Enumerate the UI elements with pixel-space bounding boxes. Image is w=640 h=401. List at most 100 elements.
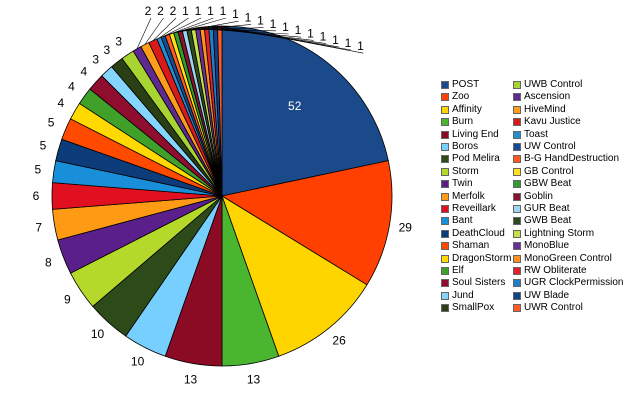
legend-label: Kavu Justice	[524, 116, 581, 128]
pie-slice-uwr-control	[217, 25, 223, 197]
legend-label: UWB Control	[524, 79, 583, 90]
pie-slice-post	[221, 25, 389, 197]
legend-swatch	[513, 81, 521, 89]
slice-value-label: 1	[220, 4, 227, 18]
slice-value-label: 29	[399, 221, 413, 235]
legend-swatch	[513, 93, 521, 102]
slice-value-label: 13	[184, 372, 198, 386]
legend-label: SmallPox	[452, 302, 495, 314]
slice-value-label: 1	[207, 4, 214, 18]
slice-value-label: 4	[80, 65, 87, 79]
leader-line	[158, 17, 189, 39]
legend-swatch	[441, 105, 449, 114]
slice-value-label: 1	[195, 4, 202, 18]
legend-swatch	[513, 143, 521, 151]
legend-label: HiveMind	[524, 103, 566, 115]
legend-swatch	[513, 267, 521, 275]
legend-swatch	[513, 118, 521, 127]
leader-line	[136, 17, 152, 49]
legend-label: UGR ClockPermission	[524, 277, 624, 289]
slice-value-label: 10	[91, 327, 105, 341]
slice-value-label: 13	[247, 372, 261, 386]
legend-label: Goblin	[524, 190, 553, 202]
legend-swatch	[513, 205, 521, 213]
legend-swatch	[513, 155, 521, 164]
legend-label: Shaman	[452, 240, 490, 252]
slice-value-label: 2	[157, 4, 164, 18]
pie-slice-zoo	[220, 160, 393, 286]
slice-value-label: 26	[332, 334, 346, 348]
slice-value-label: 1	[257, 14, 264, 28]
slice-value-label: 1	[270, 17, 277, 31]
legend-label: GUR Beat	[524, 203, 570, 214]
legend-label: Elf	[452, 265, 464, 276]
slice-value-label: 1	[345, 36, 352, 50]
leader-line	[144, 17, 164, 45]
legend-swatch	[441, 167, 449, 176]
legend-swatch	[513, 242, 521, 251]
slice-value-label: 3	[115, 34, 122, 48]
slice-value-label: 1	[295, 23, 302, 37]
legend-label: Reveillark	[452, 203, 496, 214]
legend-swatch	[441, 205, 449, 213]
legend-label: Twin	[452, 178, 473, 190]
legend-swatch	[441, 155, 449, 164]
legend-label: Zoo	[452, 91, 470, 103]
slice-value-label: 6	[33, 189, 40, 203]
legend-label: RW Obliterate	[524, 265, 587, 276]
legend-label: MonoBlue	[524, 240, 570, 252]
slice-value-label: 2	[170, 4, 177, 18]
legend-label: Burn	[452, 116, 474, 128]
legend-label: UW Blade	[524, 289, 570, 301]
legend-swatch	[441, 279, 449, 288]
legend-swatch	[513, 192, 521, 201]
legend-swatch	[513, 130, 521, 139]
slice-value-label: 8	[45, 256, 52, 270]
legend-label: GB Control	[524, 165, 574, 177]
leader-line	[152, 17, 177, 41]
legend-swatch	[513, 167, 521, 176]
legend-label: MonoGreen Control	[524, 252, 612, 264]
legend-swatch	[513, 217, 521, 226]
slice-value-label: 10	[131, 355, 145, 369]
slice-value-label: 1	[332, 33, 339, 47]
legend-swatch	[441, 291, 449, 300]
slice-value-label: 1	[320, 30, 327, 44]
legend-swatch	[441, 192, 449, 201]
legend-swatch	[441, 242, 449, 251]
legend-swatch	[441, 130, 449, 139]
slice-value-label: 3	[103, 43, 110, 57]
legend-swatch	[441, 81, 449, 89]
legend-label: UW Control	[524, 141, 576, 152]
legend-swatch	[513, 304, 521, 313]
legend-label: Bant	[452, 215, 473, 227]
slice-value-label: 4	[68, 80, 75, 94]
legend-label: UWR Control	[524, 302, 583, 314]
legend-swatch	[441, 267, 449, 275]
legend-swatch	[441, 217, 449, 226]
slice-value-label: 1	[282, 20, 289, 34]
legend-label: Boros	[452, 141, 479, 152]
slice-value-label: 1	[307, 26, 314, 40]
slice-value-label: 7	[35, 221, 42, 235]
legend-swatch	[513, 279, 521, 288]
legend-swatch	[513, 105, 521, 114]
legend-label: Pod Melira	[452, 153, 500, 165]
legend-swatch	[513, 229, 521, 238]
legend-label: Lightning Storm	[524, 227, 595, 239]
slice-value-label: 1	[182, 4, 189, 18]
slice-value-label: 3	[92, 52, 99, 66]
legend-label: POST	[452, 79, 480, 90]
legend-label: DeathCloud	[452, 227, 505, 239]
legend-label: Storm	[452, 165, 479, 177]
legend-swatch	[441, 229, 449, 238]
legend-label: GWB Beat	[524, 215, 572, 227]
leader-line	[167, 17, 214, 36]
legend-swatch	[441, 304, 449, 313]
legend-label: Toast	[524, 128, 548, 140]
pie-slice-affinity	[221, 195, 368, 357]
legend-swatch	[441, 143, 449, 151]
slice-value-label: 5	[35, 162, 42, 176]
legend-swatch	[441, 180, 449, 189]
legend-swatch	[441, 254, 449, 263]
